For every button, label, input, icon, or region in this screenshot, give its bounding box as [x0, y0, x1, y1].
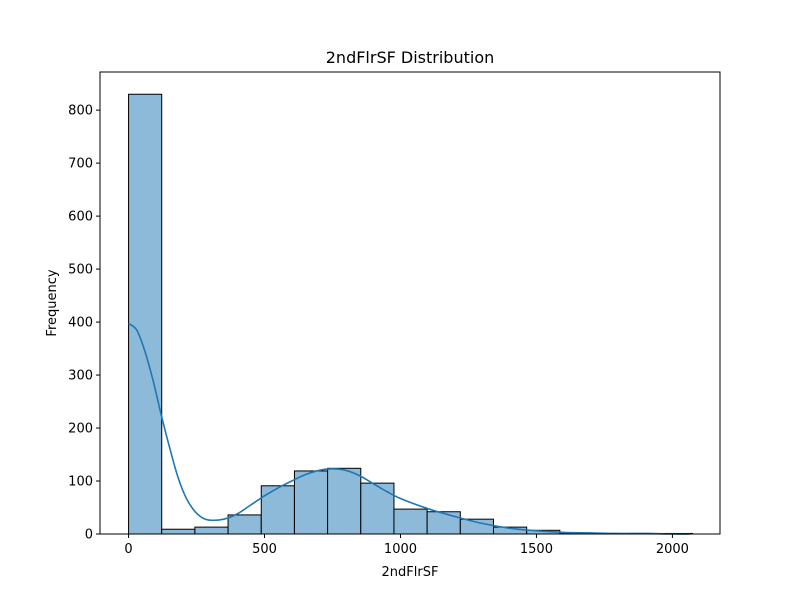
y-axis-ticks: 0 100 200 300 400 500 600 700 800 [68, 104, 100, 543]
chart-title: 2ndFlrSF Distribution [326, 48, 495, 67]
histogram-bar [194, 526, 229, 535]
y-tick-label: 300 [68, 369, 93, 384]
histogram-bar [128, 93, 163, 535]
histogram-bar [393, 508, 428, 535]
x-tick-label: 500 [252, 542, 277, 557]
y-tick-label: 700 [68, 157, 93, 172]
kde-curve [128, 322, 691, 535]
y-tick-label: 800 [68, 104, 93, 119]
histogram-bar [227, 514, 262, 535]
histogram-bar [327, 467, 362, 535]
y-tick-label: 200 [68, 422, 93, 437]
x-axis-ticks: 0 500 1000 1500 2000 [124, 534, 689, 557]
x-axis-label: 2ndFlrSF [382, 565, 439, 580]
y-tick-label: 100 [68, 475, 93, 490]
histogram-bar [161, 528, 196, 535]
y-tick-label: 500 [68, 263, 93, 278]
histogram-bar [459, 518, 494, 535]
x-tick-label: 1000 [384, 542, 417, 557]
y-tick-label: 600 [68, 210, 93, 225]
plot-frame [99, 71, 721, 535]
histogram-bar [426, 511, 461, 535]
x-tick-label: 1500 [520, 542, 553, 557]
y-tick-label: 0 [85, 528, 93, 543]
x-tick-label: 0 [124, 542, 132, 557]
y-tick-label: 400 [68, 316, 93, 331]
y-axis-label: Frequency [45, 269, 60, 336]
histogram-bar [260, 485, 295, 535]
histogram-bar [360, 482, 395, 535]
histogram-bar [293, 470, 329, 535]
x-tick-label: 2000 [656, 542, 689, 557]
